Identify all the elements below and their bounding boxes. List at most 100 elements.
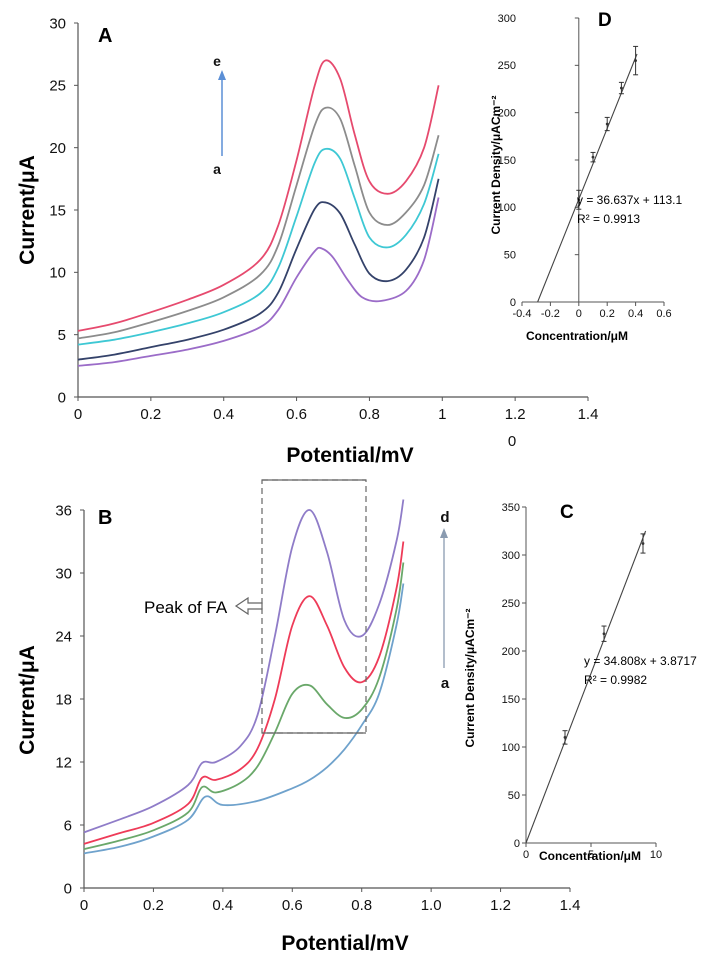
panel-b-axes [83, 510, 570, 889]
panel-a-stray-label: 0 [508, 433, 516, 450]
d-y-tick-label: 150 [498, 155, 516, 167]
panel-letter-b: B [98, 507, 112, 529]
b-y-tick-label: 30 [55, 565, 72, 582]
b-y-tick-label: 18 [55, 691, 72, 708]
panel-letter-c: C [560, 502, 574, 523]
b-x-tick-label: 0.6 [282, 897, 303, 914]
b-series-line [83, 499, 405, 834]
a-x-tick-label: 1.4 [578, 406, 599, 423]
a-x-tick-label: 1.2 [505, 406, 526, 423]
d-y-tick-label: 250 [498, 60, 516, 72]
a-series-line [77, 59, 440, 332]
c-data-point [563, 736, 567, 739]
a-series-line [77, 197, 440, 367]
a-y-tick-label: 5 [58, 327, 66, 344]
panel-d-r2: R² = 0.9913 [577, 212, 640, 226]
d-x-tick-label: 0.4 [628, 308, 643, 320]
panel-b: B 0 0.2 0.4 0.6 0.8 1.0 1.2 1.4 0 6 12 18 24 30 36 Pot… [16, 479, 580, 955]
panel-a-ylabel: Current/μA [16, 155, 39, 265]
panel-letter-a: A [98, 25, 112, 47]
panel-d-ticks: -0.4 -0.2 0 0.2 0.4 0.6 0 50 100 150 200 250 300 [498, 13, 672, 320]
panel-a-series [77, 59, 440, 367]
c-data-point [602, 632, 606, 636]
panel-d-ylabel: Current Density/μACm⁻² [489, 95, 503, 234]
b-y-tick-label: 36 [55, 502, 72, 519]
a-x-tick-label: 0.8 [359, 406, 380, 423]
c-y-tick-label: 50 [508, 790, 520, 802]
panel-a: A 0 0.2 0.4 0.6 0.8 1 1.2 1.4 0 5 10 15 20 25 30 Poten… [16, 15, 598, 467]
panel-b-series [83, 499, 405, 855]
d-y-tick-label: 100 [498, 202, 516, 214]
b-y-tick-label: 6 [64, 817, 72, 834]
c-x-tick-label: 10 [650, 849, 662, 861]
b-x-tick-label: 0.2 [143, 897, 164, 914]
panel-a-arrow-bottom-label: a [213, 161, 221, 177]
b-x-tick-label: 0 [80, 897, 88, 914]
panel-b-ylabel: Current/μA [16, 645, 39, 755]
panel-d-xlabel: Concentration/μM [526, 329, 628, 343]
a-y-tick-label: 15 [49, 202, 66, 219]
peak-of-fa-label: Peak of FA [144, 598, 228, 617]
a-series-line [77, 147, 440, 346]
panel-a-arrowhead [218, 70, 226, 80]
a-series-line [77, 106, 440, 340]
b-x-tick-label: 0.4 [212, 897, 233, 914]
panel-b-xlabel: Potential/mV [281, 932, 408, 955]
d-y-tick-label: 200 [498, 108, 516, 120]
panel-a-ticks: 0 0.2 0.4 0.6 0.8 1 1.2 1.4 0 5 10 15 20 25 30 [49, 15, 598, 423]
c-y-tick-label: 150 [502, 694, 520, 706]
a-y-tick-label: 10 [49, 265, 66, 282]
peak-of-fa-arrow [234, 596, 263, 616]
a-y-tick-label: 25 [49, 78, 66, 95]
d-y-tick-label: 0 [510, 297, 516, 309]
b-y-tick-label: 0 [64, 880, 72, 897]
d-fit-line [537, 53, 638, 303]
c-fit-line [525, 530, 647, 844]
b-y-tick-label: 24 [55, 628, 72, 645]
c-y-tick-label: 350 [502, 502, 520, 514]
d-x-tick-label: -0.2 [541, 308, 560, 320]
b-x-tick-label: 0.8 [351, 897, 372, 914]
d-data-point [605, 122, 609, 126]
panel-a-xlabel: Potential/mV [286, 444, 413, 467]
b-series-line [83, 583, 405, 855]
a-y-tick-label: 20 [49, 140, 66, 157]
a-x-tick-label: 0.2 [140, 406, 161, 423]
a-y-tick-label: 0 [58, 389, 66, 406]
d-data-point [620, 86, 623, 90]
d-y-tick-label: 50 [504, 250, 516, 262]
b-x-tick-label: 1.0 [421, 897, 442, 914]
peak-region-box [261, 479, 367, 734]
c-x-tick-label: 5 [588, 849, 594, 861]
c-y-tick-label: 300 [502, 550, 520, 562]
c-y-tick-label: 100 [502, 742, 520, 754]
panel-c-r2: R² = 0.9982 [584, 673, 647, 687]
a-series-line [77, 178, 440, 361]
panel-d: D -0.4 -0.2 0 0.2 0.4 0.6 0 50 100 150 200 250 300 C… [489, 10, 683, 343]
d-x-tick-label: 0 [576, 308, 582, 320]
panel-c-ylabel: Current Density/μACm⁻² [463, 608, 477, 747]
a-x-tick-label: 0.6 [286, 406, 307, 423]
panel-letter-d: D [598, 10, 612, 31]
d-x-tick-label: -0.4 [513, 308, 532, 320]
c-data-point [641, 542, 645, 545]
panel-b-ticks: 0 0.2 0.4 0.6 0.8 1.0 1.2 1.4 0 6 12 18 24 30 36 [55, 502, 580, 914]
a-x-tick-label: 0.4 [213, 406, 234, 423]
panel-d-equation: y = 36.637x + 113.1 [577, 193, 683, 207]
panel-b-arrow-bottom-label: a [441, 675, 450, 692]
b-y-tick-label: 12 [55, 754, 72, 771]
panel-a-arrow-top-label: e [213, 53, 221, 69]
a-x-tick-label: 0 [74, 406, 82, 423]
d-y-tick-label: 300 [498, 13, 516, 25]
c-x-tick-label: 0 [523, 849, 529, 861]
panel-d-marks [537, 45, 639, 303]
panel-c-equation: y = 34.808x + 3.8717 [584, 654, 697, 668]
d-x-tick-label: 0.6 [656, 308, 671, 320]
d-data-point [577, 198, 581, 202]
panel-b-arrow-top-label: d [440, 509, 449, 526]
d-data-point [591, 155, 595, 159]
d-x-tick-label: 0.2 [600, 308, 615, 320]
